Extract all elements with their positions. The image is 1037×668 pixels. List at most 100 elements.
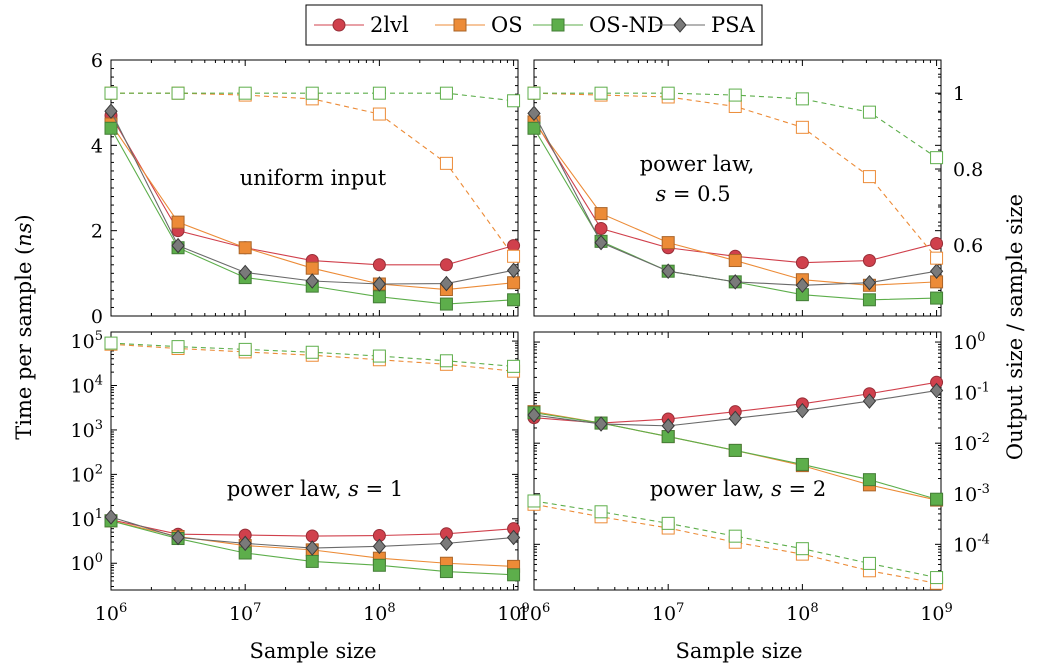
data-point bbox=[372, 107, 386, 121]
data-point bbox=[527, 494, 541, 508]
x-tick-label-base: 10 bbox=[497, 603, 521, 625]
x-tick-label-base: 10 bbox=[920, 603, 944, 625]
series-os-nd-output bbox=[104, 86, 521, 108]
x-tick-label-exp: 7 bbox=[676, 601, 684, 616]
data-point bbox=[171, 215, 185, 229]
data-point bbox=[305, 273, 319, 289]
panel-label-part: power law, bbox=[640, 152, 755, 176]
x-tick-label-exp: 9 bbox=[522, 601, 530, 616]
x-label-left: Sample size bbox=[249, 639, 376, 663]
data-point bbox=[305, 540, 319, 556]
plot-frame bbox=[533, 331, 942, 591]
data-point bbox=[862, 556, 876, 570]
legend-item-os: OS bbox=[435, 13, 523, 37]
data-point bbox=[372, 258, 386, 272]
data-point bbox=[104, 86, 118, 100]
x-tick-label: 109 bbox=[920, 601, 952, 625]
y-tick-label-right-base: 10 bbox=[953, 383, 977, 405]
panel-label-part: power law, bbox=[227, 477, 348, 501]
data-point bbox=[171, 340, 185, 354]
data-point bbox=[594, 86, 608, 100]
data-point bbox=[661, 236, 675, 250]
data-point bbox=[930, 291, 944, 305]
series-os-nd-output bbox=[104, 336, 521, 373]
x-label-right: Sample size bbox=[675, 639, 802, 663]
y-tick-label-left-exp: 2 bbox=[95, 462, 103, 477]
legend-marker bbox=[673, 17, 687, 33]
legend-marker bbox=[551, 18, 565, 32]
data-point bbox=[507, 94, 521, 108]
data-point bbox=[795, 457, 809, 471]
x-ticks bbox=[110, 60, 515, 316]
y-tick-label-left-base: 10 bbox=[71, 464, 95, 486]
legend-label: 2lvl bbox=[370, 13, 409, 37]
legend-label: PSA bbox=[711, 13, 756, 37]
y-tick-label-left: 105 bbox=[71, 329, 103, 353]
panel-label-part: uniform input bbox=[240, 166, 387, 190]
data-point bbox=[238, 241, 252, 255]
y-tick-label-right-base: 10 bbox=[953, 332, 977, 354]
data-point bbox=[171, 237, 185, 254]
x-tick-label-base: 10 bbox=[95, 603, 119, 625]
data-point bbox=[507, 276, 521, 290]
y-tick-label-left-exp: 0 bbox=[95, 551, 103, 566]
panel-label-part: s bbox=[771, 477, 782, 501]
y-tick-label-right-exp: -2 bbox=[977, 431, 990, 446]
panel-label: uniform input bbox=[240, 166, 387, 190]
data-point bbox=[527, 86, 541, 100]
data-point bbox=[594, 207, 608, 221]
data-point bbox=[795, 256, 809, 270]
data-point bbox=[930, 151, 944, 165]
panel-label: power law, s = 2 bbox=[650, 477, 826, 501]
x-ticks bbox=[110, 332, 515, 590]
data-point bbox=[372, 276, 387, 292]
legend-item-psa: PSA bbox=[655, 13, 756, 37]
y-tick-label-left: 101 bbox=[71, 507, 103, 531]
data-point bbox=[929, 263, 944, 279]
y-tick-label-left: 103 bbox=[71, 418, 103, 442]
data-point bbox=[862, 254, 876, 268]
panel-label: power law, s = 1 bbox=[227, 477, 403, 501]
panel-label-part: = 1 bbox=[359, 477, 403, 501]
data-point bbox=[506, 529, 521, 546]
panel-label-part: power law, bbox=[650, 477, 771, 501]
data-point bbox=[862, 473, 876, 487]
x-tick-label: 107 bbox=[229, 601, 261, 625]
data-point bbox=[305, 261, 319, 275]
series-2lvl bbox=[104, 108, 521, 272]
data-point bbox=[728, 274, 742, 290]
y-right-label: Output size / sample size bbox=[1003, 194, 1027, 460]
data-point bbox=[372, 290, 386, 304]
panel-label-2-part: = 0.5 bbox=[666, 182, 730, 206]
y-tick-label-left-exp: 4 bbox=[95, 374, 103, 389]
x-tick-label-base: 10 bbox=[518, 603, 542, 625]
x-tick-label-base: 10 bbox=[786, 603, 810, 625]
series-os bbox=[527, 115, 944, 292]
data-point bbox=[439, 275, 454, 292]
series-2lvl bbox=[527, 113, 944, 270]
panel-label: power law, bbox=[640, 152, 755, 176]
legend-item-2lvl: 2lvl bbox=[314, 13, 409, 37]
legend-item-os-nd: OS-ND bbox=[533, 13, 664, 37]
data-point bbox=[372, 86, 386, 100]
y-tick-label-left-exp: 1 bbox=[95, 507, 103, 522]
x-tick-label-exp: 6 bbox=[119, 601, 127, 616]
data-point bbox=[305, 554, 319, 568]
data-point bbox=[104, 103, 118, 119]
data-point bbox=[527, 407, 541, 423]
data-point bbox=[929, 382, 944, 399]
data-point bbox=[795, 402, 810, 419]
data-point bbox=[305, 345, 319, 359]
data-point bbox=[439, 535, 454, 552]
y-tick-label-left: 100 bbox=[71, 551, 103, 575]
x-tick-label: 108 bbox=[786, 601, 818, 625]
data-point bbox=[728, 529, 742, 543]
data-point bbox=[104, 336, 118, 350]
x-tick-label-exp: 6 bbox=[542, 601, 550, 616]
data-point bbox=[439, 258, 453, 272]
data-point bbox=[439, 86, 453, 100]
y-tick-label-right: 10-3 bbox=[953, 482, 990, 506]
series-2lvl bbox=[104, 513, 521, 543]
